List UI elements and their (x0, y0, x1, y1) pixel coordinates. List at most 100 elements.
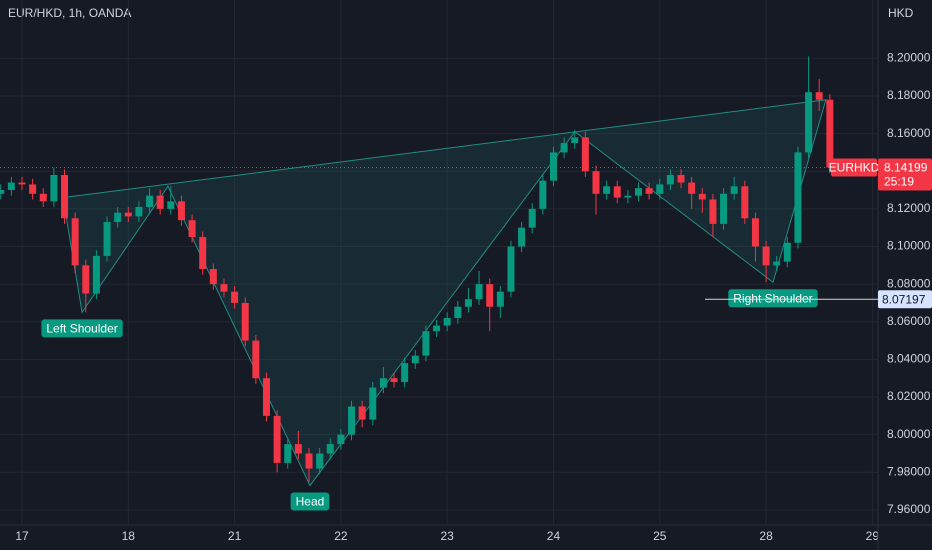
candle-body (815, 92, 823, 100)
candle-body (29, 184, 37, 194)
x-tick-label: 23 (441, 529, 455, 543)
candle-body (326, 444, 334, 454)
candle-body (709, 199, 717, 224)
crosshair-price-box (878, 290, 932, 309)
x-tick-label: 28 (759, 529, 773, 543)
candle-body (273, 415, 281, 463)
candle-body (50, 175, 58, 202)
x-tick-label: 25 (653, 529, 667, 543)
candle-body (92, 255, 100, 294)
pattern-label: Left Shoulder (46, 322, 117, 336)
x-tick-label: 24 (547, 529, 561, 543)
candle-body (7, 182, 15, 191)
candle-body (262, 378, 270, 416)
y-tick-label: 7.98000 (887, 464, 931, 478)
y-tick-label: 8.10000 (887, 239, 931, 253)
candle-body (507, 246, 515, 292)
candle-body (603, 186, 611, 194)
candle-body (730, 186, 738, 194)
candle-body (156, 195, 164, 209)
candle-body (624, 195, 632, 198)
x-tick-label: 18 (122, 529, 136, 543)
candle-body (518, 227, 526, 247)
candle-body (39, 193, 47, 202)
candle-body (348, 406, 356, 435)
candle-body (549, 152, 557, 181)
y-axis-label: HKD (888, 6, 914, 20)
candle-body (762, 246, 770, 266)
candle-body (379, 378, 387, 388)
candle-body (390, 378, 398, 382)
candle-body (539, 180, 547, 209)
x-tick-label: 22 (334, 529, 348, 543)
crosshair-price-label: 8.07197 (882, 292, 926, 306)
candle-body (698, 193, 706, 200)
x-tick-label: 29 (866, 529, 880, 543)
candle-body (794, 152, 802, 243)
candle-body (220, 284, 228, 292)
y-tick-label: 8.02000 (887, 389, 931, 403)
candle-body (720, 193, 728, 224)
symbol-box (831, 158, 877, 177)
candle-body (741, 186, 749, 219)
y-tick-label: 8.06000 (887, 314, 931, 328)
candle-body (592, 171, 600, 194)
y-tick-label: 8.08000 (887, 276, 931, 290)
candle-body (411, 355, 419, 364)
candle-body (666, 175, 674, 185)
countdown-label: 25:19 (884, 175, 914, 189)
candle-body (677, 175, 685, 183)
candle-body (188, 220, 196, 238)
pattern-label-box (728, 289, 818, 308)
candle-body (71, 218, 79, 266)
candle-body (581, 137, 589, 172)
candle-body (443, 318, 451, 326)
y-tick-label: 8.00000 (887, 427, 931, 441)
candle-body (751, 218, 759, 247)
candle-body (135, 206, 143, 217)
candle-body (167, 201, 175, 209)
candle-body (114, 212, 122, 223)
x-tick-label: 21 (228, 529, 242, 543)
candle-body (177, 201, 185, 221)
candle-body (464, 299, 472, 307)
candle-body (783, 242, 791, 262)
candle-body (199, 237, 207, 270)
candle-body (252, 340, 260, 379)
candle-body (61, 175, 69, 219)
candle-body (645, 188, 653, 194)
y-tick-label: 8.20000 (887, 51, 931, 65)
candle-body (369, 387, 377, 420)
candle-body (305, 453, 313, 469)
candle-body (146, 195, 154, 207)
candle-body (433, 325, 441, 332)
candle-body (358, 406, 366, 420)
candle-body (82, 265, 90, 294)
y-tick-label: 8.04000 (887, 352, 931, 366)
pattern-label: Right Shoulder (733, 291, 812, 305)
candle-body (422, 331, 430, 356)
candle-body (284, 444, 292, 463)
candle-body (528, 208, 536, 228)
candle-body (231, 291, 239, 303)
y-tick-label: 7.96000 (887, 502, 931, 516)
candle-body (496, 291, 504, 307)
candle-body (316, 453, 324, 469)
candle-body (294, 444, 302, 454)
x-tick-label: 17 (15, 529, 29, 543)
y-tick-label: 8.18000 (887, 88, 931, 102)
last-price-label: 8.14199 (884, 161, 928, 175)
candle-body (486, 284, 494, 307)
candle-body (826, 99, 834, 168)
y-tick-label: 8.12000 (887, 201, 931, 215)
candle-body (560, 143, 568, 153)
candle-body (401, 363, 409, 382)
candle-body (635, 188, 643, 196)
candle-body (475, 284, 483, 300)
pattern-label: Head (296, 495, 325, 509)
candle-body (571, 137, 579, 144)
candle-body (656, 184, 664, 194)
